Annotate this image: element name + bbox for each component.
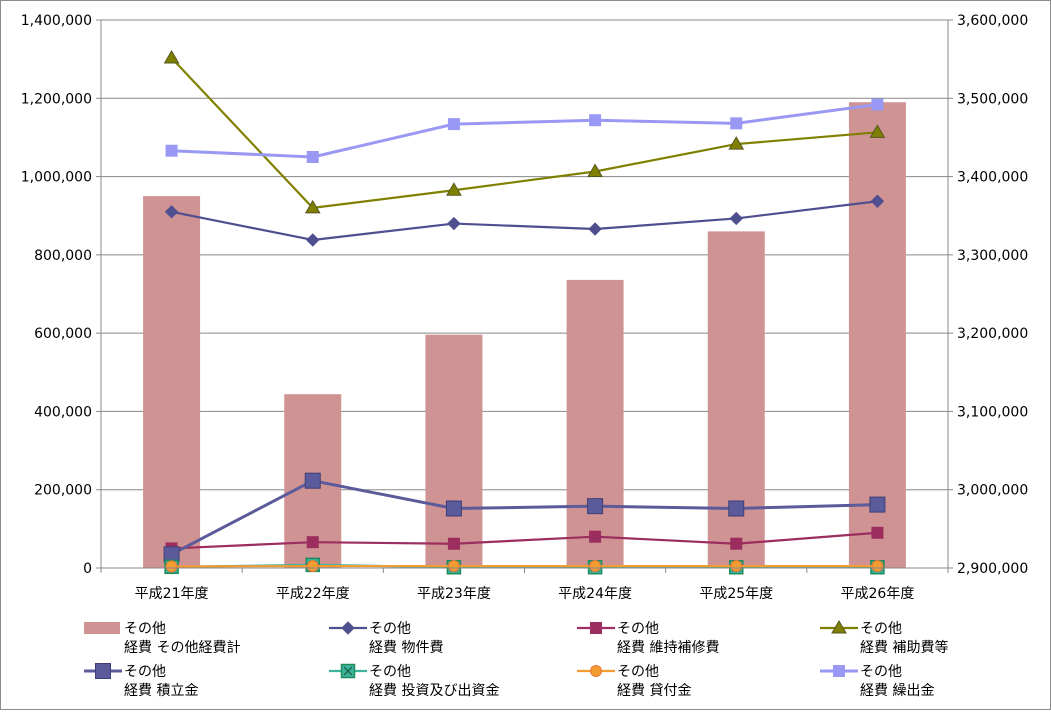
data-point — [731, 538, 742, 549]
data-point — [870, 497, 885, 512]
right-tick-label: 2,900,000 — [957, 561, 1028, 577]
data-point — [872, 561, 883, 572]
data-point — [305, 473, 320, 488]
right-tick-label: 3,500,000 — [957, 91, 1028, 107]
legend-label-line1: その他 — [860, 621, 902, 637]
bar — [425, 335, 482, 568]
legend-label-line1: その他 — [124, 621, 166, 637]
x-tick-label: 平成25年度 — [699, 586, 773, 602]
data-point — [307, 152, 318, 163]
left-tick-label: 1,200,000 — [21, 91, 92, 107]
data-point — [164, 547, 179, 562]
data-point — [165, 51, 179, 63]
legend-label-line2: 経費 物件費 — [369, 640, 443, 656]
legend-label-line2: 経費 貸付金 — [617, 683, 691, 699]
right-tick-label: 3,000,000 — [957, 483, 1028, 499]
bar — [708, 231, 765, 568]
data-point — [872, 527, 883, 538]
legend-item: その他経費 物件費 — [329, 621, 443, 656]
legend-item: その他経費 繰出金 — [820, 664, 934, 699]
left-tick-label: 1,400,000 — [21, 13, 92, 29]
left-tick-label: 200,000 — [34, 483, 92, 499]
data-point — [166, 561, 177, 572]
right-tick-label: 3,300,000 — [957, 248, 1028, 264]
legend-label-line2: 経費 補助費等 — [860, 639, 948, 656]
legend-marker — [591, 666, 602, 677]
data-point — [307, 234, 319, 246]
data-point — [448, 218, 460, 230]
left-tick-label: 400,000 — [34, 404, 92, 420]
data-point — [730, 212, 742, 224]
legend-item: その他経費 維持補修費 — [577, 621, 719, 656]
data-point — [307, 537, 318, 548]
legend-label-line2: 経費 その他経費計 — [124, 640, 240, 656]
legend-label-line1: その他 — [369, 621, 411, 637]
data-point — [588, 499, 603, 514]
legend-label-line1: その他 — [617, 664, 659, 680]
series-line — [172, 201, 878, 240]
right-tick-label: 3,100,000 — [957, 404, 1028, 420]
legend-label-line1: その他 — [860, 664, 902, 680]
legend-label-line1: その他 — [617, 621, 659, 637]
legend-label-line2: 経費 維持補修費 — [617, 640, 719, 656]
data-point — [446, 501, 461, 516]
right-tick-label: 3,200,000 — [957, 326, 1028, 342]
line-series — [164, 51, 885, 574]
data-point — [448, 538, 459, 549]
legend-item: その他経費 投資及び出資金 — [329, 664, 499, 699]
data-point — [590, 115, 601, 126]
left-tick-label: 600,000 — [34, 326, 92, 342]
data-point — [729, 501, 744, 516]
data-point — [590, 531, 601, 542]
legend-item: その他経費 補助費等 — [820, 621, 948, 656]
left-tick-label: 800,000 — [34, 248, 92, 264]
right-tick-label: 3,600,000 — [957, 13, 1028, 29]
data-point — [448, 561, 459, 572]
x-tick-label: 平成21年度 — [135, 586, 209, 602]
data-point — [448, 119, 459, 130]
data-point — [872, 99, 883, 110]
bar — [143, 196, 200, 568]
left-tick-label: 0 — [83, 561, 92, 577]
data-point — [590, 561, 601, 572]
legend-item: その他経費 その他経費計 — [84, 621, 240, 656]
series-line — [172, 105, 878, 157]
bar — [567, 280, 624, 568]
x-tick-label: 平成22年度 — [276, 586, 350, 602]
data-point — [307, 561, 318, 572]
data-point — [589, 223, 601, 235]
legend-label-line2: 経費 繰出金 — [860, 683, 934, 699]
x-tick-label: 平成26年度 — [841, 586, 915, 602]
data-point — [166, 145, 177, 156]
legend-label-line1: その他 — [369, 664, 411, 680]
legend-marker — [96, 664, 111, 679]
data-point — [731, 118, 742, 129]
legend-label-line2: 経費 投資及び出資金 — [369, 683, 499, 699]
bar-series — [143, 102, 906, 568]
left-tick-label: 1,000,000 — [21, 170, 92, 186]
legend-swatch — [84, 622, 120, 634]
legend-label-line1: その他 — [124, 664, 166, 680]
data-point — [731, 561, 742, 572]
gridlines — [101, 20, 948, 490]
legend-marker — [591, 623, 602, 634]
series-line — [172, 533, 878, 549]
legend-item: その他経費 積立金 — [84, 664, 198, 700]
legend-marker — [834, 666, 845, 677]
x-tick-label: 平成24年度 — [558, 586, 632, 602]
series-line — [172, 58, 878, 208]
right-tick-label: 3,400,000 — [957, 170, 1028, 186]
legend-label-line2: 経費 積立金 — [124, 683, 198, 699]
x-tick-label: 平成23年度 — [417, 586, 491, 602]
legend-marker — [342, 622, 354, 634]
legend-item: その他経費 貸付金 — [577, 664, 691, 699]
legend-marker — [342, 665, 355, 678]
